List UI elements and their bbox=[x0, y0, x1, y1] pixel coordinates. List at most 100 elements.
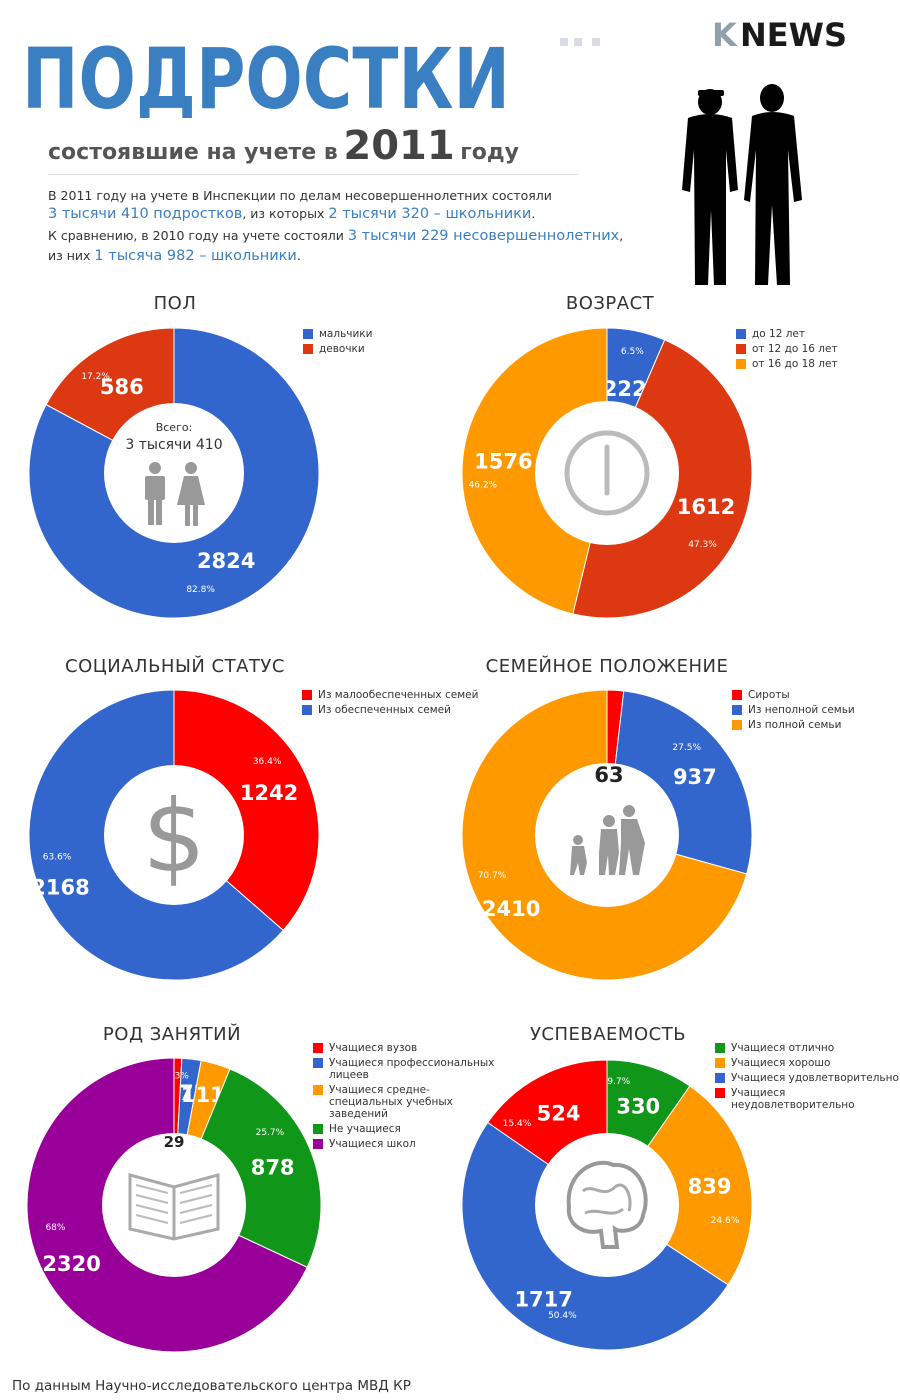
slice-social-0 bbox=[173, 689, 320, 932]
legend-swatch bbox=[715, 1058, 725, 1068]
legend-item: Учащиеся вузов bbox=[313, 1042, 498, 1054]
teenagers-silhouette-icon bbox=[682, 84, 802, 285]
percent-label-performance-0: 9.7% bbox=[607, 1077, 630, 1087]
legend-label: Из обеспеченных семей bbox=[318, 704, 451, 716]
legend-age: до 12 лет от 12 до 16 лет от 16 до 18 лет bbox=[736, 328, 838, 373]
intro-count-2010: 3 тысячи 229 несовершеннолетних bbox=[347, 228, 620, 244]
legend-item: Учащиеся удовлетворительно bbox=[715, 1072, 900, 1084]
legend-label: Учащиеся отлично bbox=[731, 1042, 835, 1054]
percent-label-occupation-2: 3.3% bbox=[166, 1072, 189, 1082]
legend-item: Из неполной семьи bbox=[732, 704, 855, 716]
donut-hole-social bbox=[104, 765, 244, 905]
legend-swatch bbox=[303, 329, 313, 339]
intro-text: К сравнению, в 2010 году на учете состоя… bbox=[48, 228, 348, 243]
legend-label: Учащиеся средне-специальных учебных заве… bbox=[329, 1084, 453, 1120]
chart-title-age: ВОЗРАСТ bbox=[565, 293, 655, 314]
donut-hole-performance bbox=[535, 1133, 679, 1277]
legend-item: до 12 лет bbox=[736, 328, 838, 340]
logo-k: K bbox=[712, 16, 738, 54]
percent-label-age-1: 47.3% bbox=[688, 540, 717, 550]
legend-family: Сироты Из неполной семьи Из полной семьи bbox=[732, 689, 855, 734]
source-footer: По данным Научно-исследовательского цент… bbox=[12, 1378, 411, 1394]
legend-label: Из полной семьи bbox=[748, 719, 842, 731]
intro-text: , bbox=[619, 228, 624, 243]
legend-label: Из неполной семьи bbox=[748, 704, 855, 716]
subtitle-year: 2011 bbox=[343, 123, 454, 169]
legend-label: мальчики bbox=[319, 328, 373, 340]
legend-social: Из малообеспеченных семей Из обеспеченных… bbox=[302, 689, 478, 719]
legend-label: Учащиеся удовлетворительно bbox=[731, 1072, 899, 1084]
percent-label-performance-3: 15.4% bbox=[503, 1119, 532, 1129]
value-label-performance-3: 524 bbox=[537, 1102, 581, 1126]
legend-item: Сироты bbox=[732, 689, 855, 701]
intro-text: из них bbox=[48, 248, 95, 263]
legend-swatch bbox=[732, 705, 742, 715]
svg-text:состоявшие на учете в: состоявшие на учете в 2011 году bbox=[48, 123, 519, 169]
value-label-university: 29 bbox=[164, 1133, 185, 1151]
legend-swatch bbox=[313, 1124, 323, 1134]
total-caption: Всего: bbox=[156, 421, 193, 434]
percent-label-family-2: 70.7% bbox=[478, 871, 507, 881]
legend-swatch bbox=[736, 329, 746, 339]
percent-label-occupation-3: 25.7% bbox=[256, 1128, 285, 1138]
intro-line-3: К сравнению, в 2010 году на учете состоя… bbox=[48, 228, 623, 244]
percent-label-family-1: 27.5% bbox=[672, 743, 701, 753]
chart-title-social: СОЦИАЛЬНЫЙ СТАТУС bbox=[65, 656, 285, 677]
main-title: ПОДРОСТКИ bbox=[22, 30, 510, 118]
logo-news: NEWS bbox=[740, 16, 847, 54]
intro-line-1-text: В 2011 году на учете в Инспекции по дела… bbox=[48, 188, 552, 203]
legend-swatch bbox=[313, 1043, 323, 1053]
value-label-family-2: 2410 bbox=[482, 897, 540, 921]
legend-swatch bbox=[302, 690, 312, 700]
legend-item: от 12 до 16 лет bbox=[736, 343, 838, 355]
value-label-performance-0: 330 bbox=[616, 1094, 660, 1118]
legend-label: от 12 до 16 лет bbox=[752, 343, 838, 355]
value-label-age-2: 1576 bbox=[474, 450, 532, 474]
legend-swatch bbox=[715, 1088, 725, 1098]
legend-item: Учащиеся школ bbox=[313, 1138, 498, 1150]
legend-label: Учащиеся неудовлетворительно bbox=[731, 1087, 855, 1111]
legend-label: Сироты bbox=[748, 689, 790, 701]
decor-square-3 bbox=[592, 38, 600, 46]
family-icon bbox=[570, 805, 645, 875]
intro-text: . bbox=[296, 248, 301, 263]
legend-swatch bbox=[302, 705, 312, 715]
intro-count-2011: 3 тысячи 410 подростков bbox=[48, 206, 243, 222]
value-label-performance-1: 839 bbox=[688, 1174, 732, 1198]
legend-item: Учащиеся профессиональных лицеев bbox=[313, 1057, 498, 1081]
percent-label-performance-1: 24.6% bbox=[711, 1216, 740, 1226]
value-label-occupation-3: 878 bbox=[251, 1156, 295, 1180]
value-label-orphans: 63 bbox=[594, 763, 623, 787]
value-label-age-1: 1612 bbox=[677, 495, 735, 519]
legend-label: Учащиеся вузов bbox=[329, 1042, 418, 1054]
value-label-gender-0: 2824 bbox=[197, 549, 255, 573]
svg-text:$: $ bbox=[142, 778, 206, 895]
clock-icon bbox=[564, 430, 650, 516]
legend-item: Из обеспеченных семей bbox=[302, 704, 478, 716]
subtitle-post: году bbox=[460, 140, 519, 165]
value-label-performance-2: 1717 bbox=[514, 1288, 572, 1312]
legend-performance: Учащиеся отлично Учащиеся хорошо Учащиеся … bbox=[715, 1042, 900, 1114]
slice-performance-1 bbox=[606, 1085, 753, 1286]
legend-label: Не учащиеся bbox=[329, 1123, 401, 1135]
percent-label-performance-2: 50.4% bbox=[548, 1311, 577, 1321]
legend-swatch bbox=[732, 690, 742, 700]
legend-item: Не учащиеся bbox=[313, 1123, 498, 1135]
value-label-age-0: 222 bbox=[603, 377, 647, 401]
knews-logo: K NEWS bbox=[712, 16, 847, 54]
legend-swatch bbox=[715, 1073, 725, 1083]
value-label-gender-1: 586 bbox=[100, 375, 144, 399]
intro-schoolers-2011: 2 тысячи 320 – школьники bbox=[328, 206, 532, 222]
legend-item: Учащиеся отлично bbox=[715, 1042, 900, 1054]
legend-label: Учащиеся профессиональных лицеев bbox=[329, 1057, 495, 1081]
legend-item: девочки bbox=[303, 343, 372, 355]
legend-label: до 12 лет bbox=[752, 328, 806, 340]
legend-item: мальчики bbox=[303, 328, 372, 340]
donut-social: 1242 36.4% 2168 63.6% $ bbox=[28, 689, 320, 981]
legend-swatch bbox=[313, 1139, 323, 1149]
percent-label-gender-0: 82.8% bbox=[186, 585, 215, 595]
percent-label-occupation-4: 68% bbox=[45, 1223, 65, 1233]
legend-item: Из малообеспеченных семей bbox=[302, 689, 478, 701]
